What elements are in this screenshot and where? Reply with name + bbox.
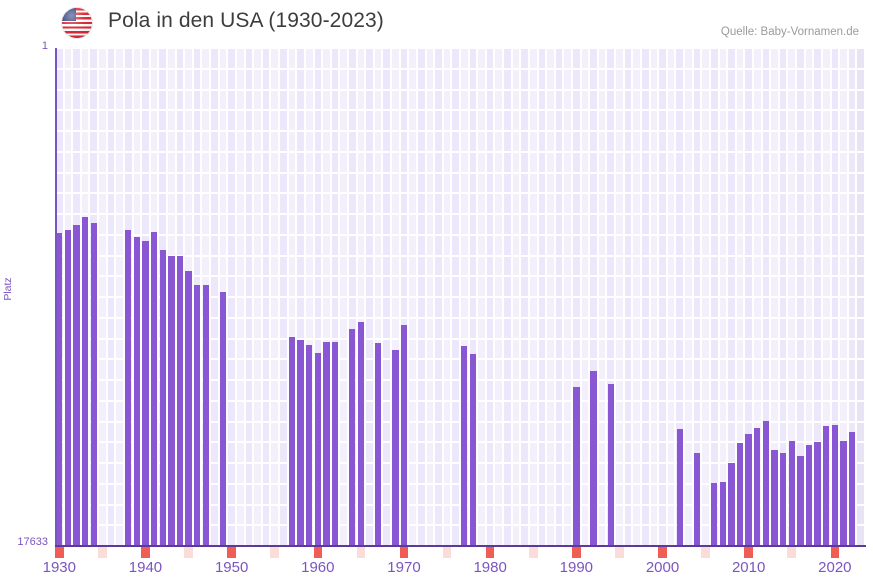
bar[interactable] [607,384,614,546]
x-axis-tick-label: 1960 [301,559,335,576]
flag-canton [62,8,76,21]
tick-swatch-major [55,547,64,558]
bar[interactable] [754,427,761,546]
bar[interactable] [814,441,821,546]
tick-swatch-minor [787,547,797,558]
bar[interactable] [306,344,313,546]
bar[interactable] [788,440,795,546]
us-flag-icon [62,8,92,38]
x-axis-tick-label: 1990 [559,559,594,576]
tick-swatch-minor [615,547,624,558]
bar[interactable] [797,456,804,546]
bar[interactable] [728,463,735,546]
tick-swatch-major [830,547,840,558]
tick-swatch-major [658,547,667,558]
tick-swatch-minor [98,547,107,558]
bar-series [55,48,865,546]
bar[interactable] [736,443,744,546]
plot-area [55,48,865,546]
x-axis-tick-label: 2000 [645,559,680,576]
bar[interactable] [831,425,839,546]
bar[interactable] [676,429,683,546]
tick-swatch-minor [528,547,538,558]
bar[interactable] [771,450,778,546]
tick-swatch-major [572,547,581,558]
bar[interactable] [823,426,830,546]
bar[interactable] [288,337,296,546]
bar[interactable] [590,371,597,546]
x-axis-labels: 1930 1940 1950 1960 1970 1980 1990 2000 2010 2020 [43,559,865,585]
bar[interactable] [357,321,365,546]
bar[interactable] [202,285,209,546]
bar[interactable] [90,223,97,546]
bar[interactable] [81,217,89,546]
bar[interactable] [125,230,132,546]
bar[interactable] [331,341,339,546]
tick-swatch-minor [270,547,280,558]
bar[interactable] [150,231,158,546]
tick-swatch-minor [356,547,366,558]
bar[interactable] [73,224,80,546]
x-axis-tick-label: 2020 [818,559,852,576]
bar[interactable] [133,237,141,546]
bar[interactable] [805,444,813,546]
tick-swatch-major [141,547,150,558]
y-axis-top-label: 1 [41,40,48,52]
tick-swatch-major [744,547,753,558]
bar[interactable] [840,440,847,546]
x-axis-tick-label: 1950 [214,559,249,576]
bar[interactable] [349,329,356,546]
bar[interactable] [400,324,408,546]
x-axis-tick-label: 1970 [387,559,421,576]
bar[interactable] [469,354,477,546]
bar[interactable] [219,292,227,546]
x-axis-tick-label: 1930 [42,559,76,576]
bar[interactable] [56,232,63,546]
x-axis-tick-label: 1980 [473,559,507,576]
bar[interactable] [193,285,201,546]
bar[interactable] [314,353,321,546]
bar[interactable] [176,255,184,546]
bar[interactable] [573,386,580,546]
y-axis-title: Platz [2,277,14,301]
bar[interactable] [323,341,330,546]
bar[interactable] [711,482,718,546]
tick-swatch-major [227,547,236,558]
bar[interactable] [392,350,399,546]
bar[interactable] [168,255,175,546]
bar[interactable] [159,249,166,546]
bar[interactable] [779,453,787,546]
chart-header: Pola in den USA (1930-2023) Quelle: Baby… [0,0,873,45]
bar[interactable] [374,343,382,546]
x-axis-tick-label: 1940 [128,559,163,576]
x-axis-tick-swatches [55,547,865,558]
tick-swatch-minor [184,547,193,558]
x-axis-line [55,545,866,547]
tick-swatch-major [485,547,495,558]
bar[interactable] [693,453,701,546]
bar[interactable] [185,271,192,546]
y-axis-bottom-label: 17633 [17,536,48,548]
flag-glare [62,8,92,38]
tick-swatch-minor [442,547,452,558]
tick-swatch-major [313,547,323,558]
bar[interactable] [64,230,72,546]
bar[interactable] [142,241,149,546]
y-axis-line [55,48,57,546]
bar[interactable] [461,345,468,546]
tick-swatch-major [399,547,409,558]
bar[interactable] [745,433,752,546]
source-attribution: Quelle: Baby-Vornamen.de [720,26,859,38]
bar[interactable] [719,481,726,546]
bar[interactable] [297,340,304,546]
tick-swatch-minor [701,547,710,558]
bar[interactable] [848,432,856,546]
page-title: Pola in den USA (1930-2023) [108,9,384,32]
bar[interactable] [762,420,770,546]
x-axis-tick-label: 2010 [731,559,766,576]
